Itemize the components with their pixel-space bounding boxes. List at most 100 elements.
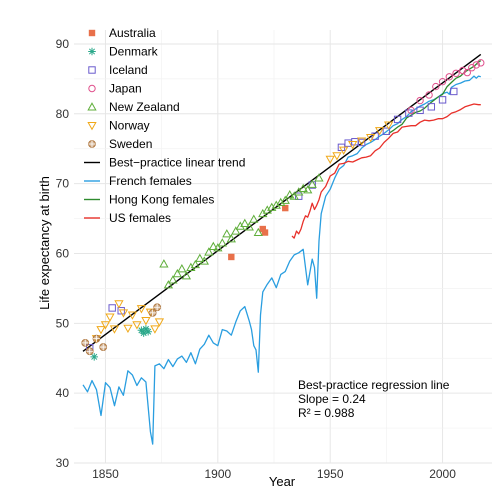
marker-shape: [472, 61, 480, 69]
marker-shape: [228, 253, 235, 261]
marker-shape: [416, 106, 424, 115]
data-point: [314, 173, 324, 182]
marker-shape: [127, 311, 138, 320]
marker-shape: [438, 77, 447, 86]
marker-shape: [118, 309, 129, 318]
marker-shape: [438, 96, 447, 104]
data-point: [289, 191, 299, 200]
data-point: [132, 321, 142, 330]
data-point: [213, 243, 223, 252]
annotation-title: Best-practice regression line: [298, 378, 450, 392]
data-point: [190, 259, 201, 269]
marker-shape: [181, 271, 192, 280]
marker-shape: [87, 122, 97, 131]
marker-shape: [168, 275, 178, 284]
marker-shape: [114, 300, 124, 309]
data-point: [92, 334, 101, 343]
series-layer: [81, 53, 485, 445]
y-tick-label: 70: [56, 177, 70, 191]
legend-item: Hong Kong females: [84, 193, 214, 207]
data-point: [253, 227, 263, 237]
marker-cross: [93, 335, 100, 343]
marker-shape: [348, 141, 358, 150]
marker-shape: [332, 152, 342, 161]
data-point: [141, 317, 151, 326]
marker-shape: [186, 262, 196, 271]
marker-shape: [144, 327, 152, 336]
marker-shape: [190, 259, 201, 269]
data-point: [139, 329, 148, 337]
data-point: [244, 222, 254, 231]
axes: 1850 1900 1950 2000 30 40 50 60 70 80 90: [56, 37, 457, 481]
y-tick-label: 50: [56, 316, 70, 330]
series-points-sweden: [81, 303, 162, 356]
legend: Australia Denmark Iceland Japan New Zealand N…: [84, 26, 245, 225]
marker-shape: [159, 259, 169, 268]
data-point: [416, 106, 424, 115]
marker-shape: [213, 243, 223, 252]
data-point: [154, 318, 165, 327]
y-tick-label: 30: [56, 456, 70, 470]
data-point: [427, 103, 436, 111]
marker-shape: [261, 229, 269, 236]
marker-shape: [217, 238, 227, 247]
x-tick-label: 1950: [317, 467, 344, 481]
legend-item: Norway: [87, 119, 150, 133]
data-point: [186, 262, 196, 271]
legend-marker-swatch: [87, 122, 97, 131]
legend-label: French females: [109, 174, 192, 188]
marker-shape: [285, 189, 295, 199]
marker-cross: [153, 303, 161, 311]
series-points-new-zealand: [159, 173, 324, 289]
marker-shape: [416, 96, 424, 105]
marker-shape: [96, 326, 106, 335]
data-point: [262, 205, 272, 214]
marker-cross: [99, 343, 107, 351]
marker-shape: [123, 324, 133, 334]
marker-shape: [88, 47, 96, 56]
data-point: [303, 185, 313, 194]
marker-shape: [199, 256, 209, 265]
data-point: [123, 324, 133, 334]
x-tick-label: 2000: [429, 467, 456, 481]
annotation-r2: R² = 0.988: [298, 406, 355, 420]
data-point: [393, 115, 402, 124]
marker-shape: [208, 241, 218, 250]
marker-shape: [226, 233, 236, 243]
data-point: [425, 91, 433, 99]
legend-marker-swatch: [88, 140, 96, 148]
data-point: [357, 137, 367, 146]
marker-shape: [407, 106, 415, 115]
data-point: [99, 343, 108, 351]
marker-shape: [154, 318, 165, 327]
y-tick-label: 90: [56, 37, 70, 51]
marker-shape: [450, 87, 458, 96]
data-point: [81, 338, 90, 347]
marker-shape: [88, 66, 96, 74]
data-point: [282, 204, 289, 212]
plot-background: [74, 30, 492, 463]
legend-item: Australia: [88, 26, 156, 40]
data-point: [109, 325, 120, 334]
series-points-denmark: [90, 325, 152, 361]
data-point: [228, 253, 235, 261]
data-point: [445, 73, 454, 81]
marker-shape: [253, 227, 263, 237]
legend-marker-swatch: [88, 47, 96, 56]
data-point: [382, 127, 391, 135]
marker-shape: [141, 317, 151, 326]
marker-shape: [427, 103, 436, 111]
legend-label: Australia: [109, 26, 156, 40]
legend-label: Norway: [109, 119, 150, 133]
marker-shape: [87, 102, 97, 111]
marker-shape: [289, 191, 299, 200]
x-tick-label: 1850: [92, 467, 119, 481]
series-points-australia: [228, 204, 289, 261]
data-point: [261, 229, 269, 236]
series-line-hong-kong-females: [388, 60, 482, 134]
data-point: [208, 241, 218, 250]
marker-shape: [463, 68, 471, 77]
series-points-japan: [407, 59, 485, 115]
data-point: [127, 311, 138, 320]
